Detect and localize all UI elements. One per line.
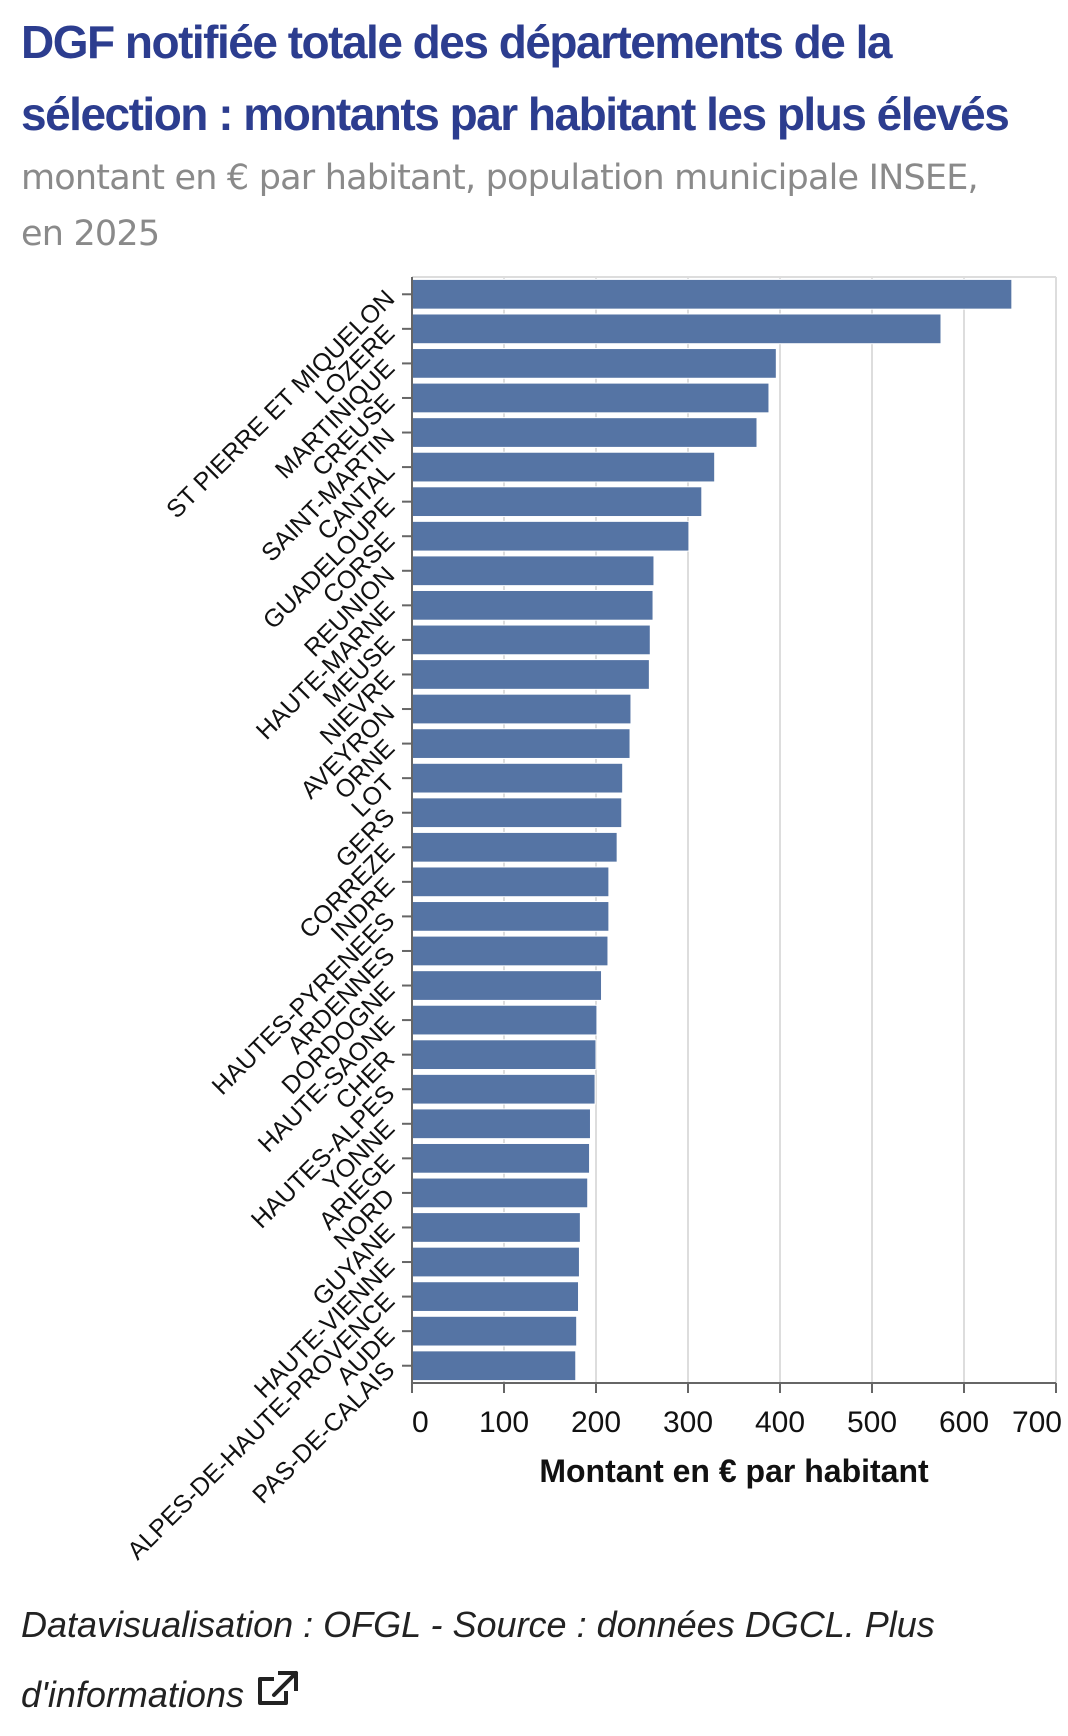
external-link-icon[interactable] xyxy=(256,1669,300,1709)
x-tick-label: 100 xyxy=(479,1406,529,1439)
bar xyxy=(411,901,610,932)
bar xyxy=(411,1281,580,1312)
bar xyxy=(411,831,618,863)
bar xyxy=(411,935,609,967)
bar xyxy=(411,1315,578,1347)
bar xyxy=(411,1212,581,1243)
x-axis-title: Montant en € par habitant xyxy=(539,1453,929,1489)
x-tick-label: 200 xyxy=(571,1406,621,1439)
bar xyxy=(411,728,631,759)
bar xyxy=(411,797,623,829)
bar xyxy=(411,348,777,379)
bar xyxy=(411,866,610,898)
bar xyxy=(411,1004,598,1036)
bar xyxy=(411,1246,580,1278)
bar xyxy=(411,693,632,725)
x-tick-label: 700 xyxy=(1012,1406,1062,1439)
bar xyxy=(411,417,758,448)
bar-chart: ST PIERRE ET MIQUELONLOZEREMARTINIQUECRE… xyxy=(122,276,1062,1565)
bar xyxy=(411,555,655,587)
bar xyxy=(411,1177,589,1209)
bar xyxy=(411,278,1013,310)
chart-title: DGF notifiée totale des départements de … xyxy=(21,16,1010,140)
bar xyxy=(411,659,650,690)
x-tick-label: 0 xyxy=(412,1406,429,1439)
source-text[interactable]: Datavisualisation : OFGL - Source : donn… xyxy=(21,1604,935,1715)
x-tick-label: 300 xyxy=(663,1406,713,1439)
bar xyxy=(411,762,624,794)
bar xyxy=(411,486,703,518)
bar xyxy=(411,1073,596,1105)
x-tick-label: 400 xyxy=(755,1406,805,1439)
bar xyxy=(411,313,942,345)
bar xyxy=(411,1142,591,1174)
chart-subtitle: montant en € par habitant, population mu… xyxy=(21,158,979,254)
bar xyxy=(411,970,603,1001)
source-footer[interactable]: Datavisualisation : OFGL - Source : donn… xyxy=(21,1590,1041,1730)
y-tick-label: ALPES-DE-HAUTE-PROVENCE xyxy=(122,1287,400,1565)
bar xyxy=(411,451,716,483)
bar xyxy=(411,624,651,656)
x-tick-label: 500 xyxy=(847,1406,897,1439)
x-tick-label: 600 xyxy=(939,1406,989,1439)
bar xyxy=(411,382,770,414)
bar xyxy=(411,1039,597,1071)
bar xyxy=(411,1350,577,1382)
bar xyxy=(411,589,654,621)
bar xyxy=(411,1108,591,1140)
bar xyxy=(411,520,690,552)
